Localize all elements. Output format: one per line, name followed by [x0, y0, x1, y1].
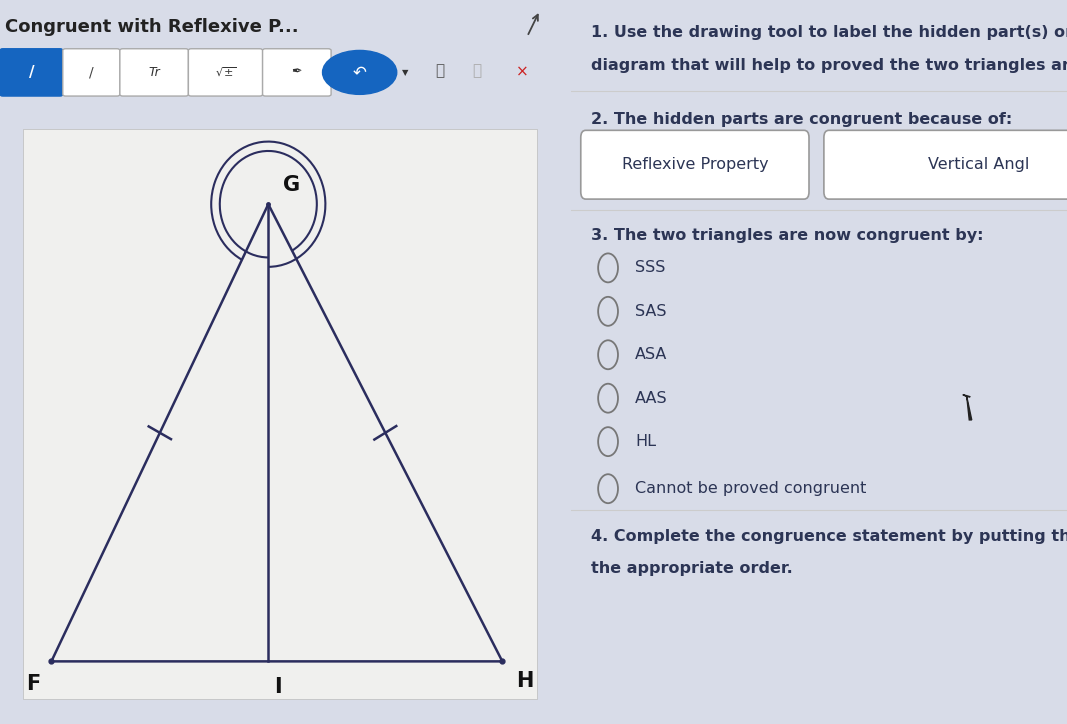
Text: ASA: ASA — [635, 348, 668, 362]
Text: ✒: ✒ — [291, 66, 302, 79]
Text: F: F — [26, 674, 39, 694]
Text: /: / — [29, 65, 34, 80]
Text: Tr: Tr — [148, 66, 160, 79]
FancyBboxPatch shape — [262, 49, 331, 96]
Text: ↶: ↶ — [353, 64, 367, 81]
Text: 3. The two triangles are now congruent by:: 3. The two triangles are now congruent b… — [591, 228, 983, 243]
Text: HL: HL — [635, 434, 656, 449]
Text: diagram that will help to proved the two triangles are c: diagram that will help to proved the two… — [591, 58, 1067, 73]
Text: Reflexive Property: Reflexive Property — [622, 157, 768, 172]
FancyBboxPatch shape — [0, 49, 63, 96]
Text: /: / — [89, 65, 94, 80]
Text: Vertical Angl: Vertical Angl — [928, 157, 1030, 172]
Text: ⌢: ⌢ — [472, 63, 481, 78]
Text: 2. The hidden parts are congruent because of:: 2. The hidden parts are congruent becaus… — [591, 112, 1012, 127]
Text: G: G — [283, 174, 300, 195]
Text: ⌢: ⌢ — [435, 63, 444, 78]
Text: Cannot be proved congruent: Cannot be proved congruent — [635, 481, 866, 496]
Text: H: H — [516, 670, 534, 691]
Text: 1. Use the drawing tool to label the hidden part(s) on t: 1. Use the drawing tool to label the hid… — [591, 25, 1067, 41]
Text: I: I — [274, 677, 282, 697]
FancyBboxPatch shape — [22, 129, 537, 699]
Text: AAS: AAS — [635, 391, 668, 405]
Circle shape — [322, 51, 397, 94]
Text: the appropriate order.: the appropriate order. — [591, 561, 793, 576]
Polygon shape — [962, 395, 972, 420]
Text: ×: × — [516, 65, 528, 80]
Text: 4. Complete the congruence statement by putting the le: 4. Complete the congruence statement by … — [591, 529, 1067, 544]
FancyBboxPatch shape — [580, 130, 809, 199]
Text: $\sqrt{\pm}$: $\sqrt{\pm}$ — [214, 66, 236, 79]
FancyBboxPatch shape — [120, 49, 189, 96]
Text: Congruent with Reflexive P...: Congruent with Reflexive P... — [5, 18, 299, 36]
Text: SSS: SSS — [635, 261, 666, 275]
FancyBboxPatch shape — [824, 130, 1067, 199]
Text: SAS: SAS — [635, 304, 667, 319]
Text: ▼: ▼ — [402, 68, 409, 77]
FancyBboxPatch shape — [189, 49, 262, 96]
FancyBboxPatch shape — [63, 49, 120, 96]
